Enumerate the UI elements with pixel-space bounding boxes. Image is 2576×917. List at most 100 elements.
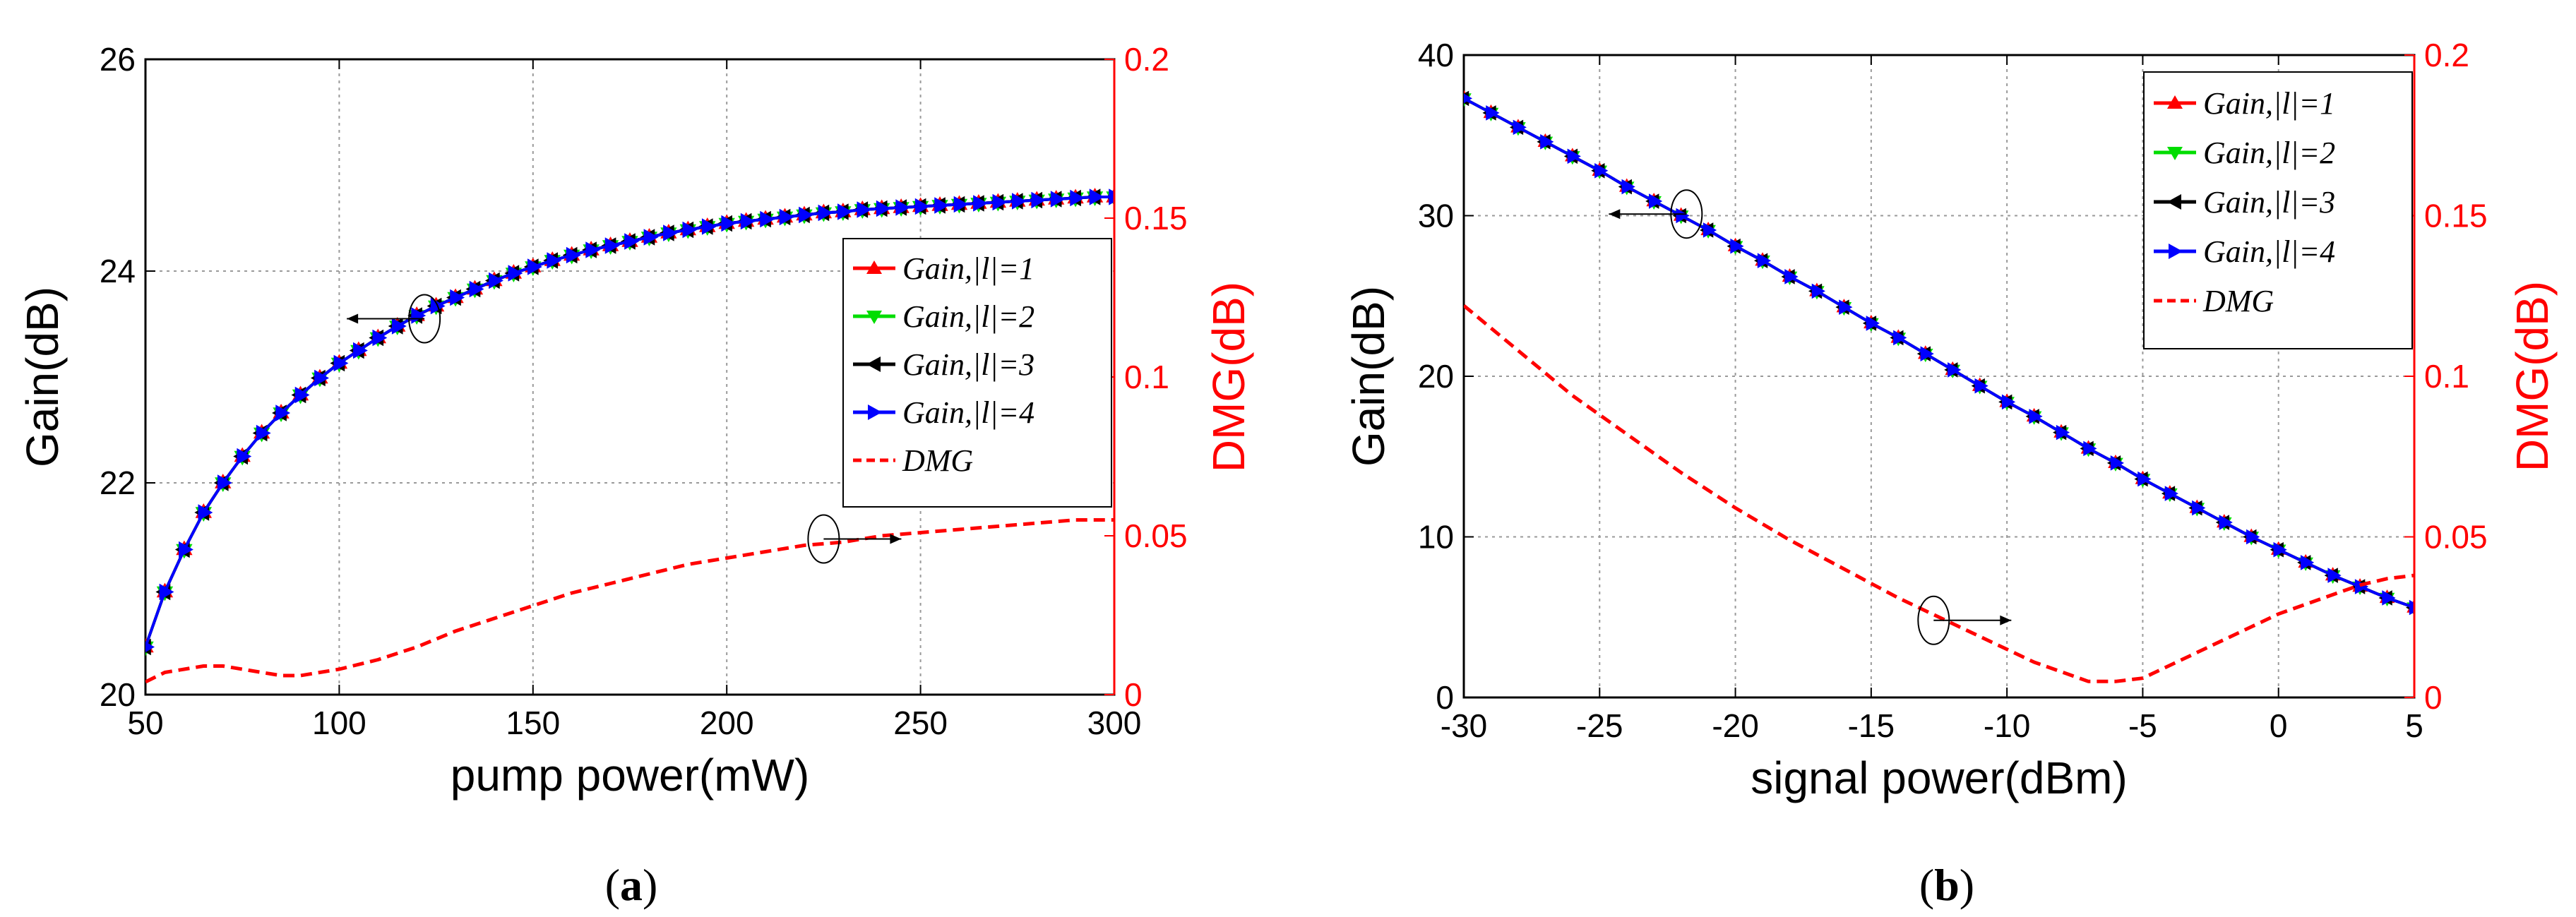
- chart-b-xtick-label-0: -30: [1441, 707, 1487, 744]
- chart-a-series-4-point: [914, 198, 930, 215]
- chart-b-series-4-point: [2110, 455, 2124, 471]
- chart-a-series-4-point: [527, 258, 542, 275]
- chart-b-series-4-point: [1730, 238, 1744, 254]
- chart-b-series-4-point: [2192, 500, 2206, 516]
- chart-a-series-4-point: [857, 201, 872, 218]
- chart-a-series-4-point: [779, 208, 794, 226]
- chart-a-series-4-point: [508, 265, 523, 282]
- chart-a-legend-entry-4: Gain,|l|=4: [853, 395, 1034, 430]
- chart-a-series-4-point: [953, 196, 969, 213]
- chart-a-legend-box: [842, 238, 1112, 508]
- chart-a-legend-label-2: Gain,|l|=2: [902, 299, 1034, 334]
- chart-b-series-4-point: [1757, 253, 1772, 268]
- chart-b-series-4-point: [1676, 208, 1690, 224]
- chart-b-legend-label-3: Gain,|l|=3: [2203, 185, 2335, 220]
- chart-b-series-4-point: [1621, 179, 1635, 195]
- chart-b-legend-marker-3: [2167, 194, 2181, 210]
- chart-a-series-4-point: [740, 212, 756, 230]
- chart-a-series-4-point: [1031, 191, 1046, 209]
- chart-a-ytick-right-label-1: 0.05: [1124, 517, 1188, 554]
- chart-b-annotation-1-arrow-icon: [1609, 209, 1621, 220]
- chart-b-annotations: [1609, 189, 2012, 645]
- chart-b-ytick-left-label-3: 30: [1418, 198, 1454, 234]
- chart-b-series-4-point: [2300, 555, 2315, 570]
- chart-a-xtick-label-4: 250: [893, 705, 948, 741]
- chart-a-ytick-left-label-2: 24: [100, 253, 136, 289]
- chart-b-xtick-label-3: -15: [1848, 707, 1895, 744]
- chart-a-series-4-point: [469, 280, 484, 298]
- chart-b-ytick-right-label-1: 0.05: [2424, 519, 2488, 556]
- chart-a-series-4-point: [237, 448, 252, 465]
- chart-a-series-4-point: [604, 237, 620, 254]
- chart-a-legend-entry-3: Gain,|l|=3: [853, 347, 1034, 382]
- chart-a-series-4-point: [179, 541, 193, 558]
- chart-a-series-4-point: [566, 246, 581, 264]
- chart-a-series-4-point: [895, 199, 911, 216]
- chart-a-caption: (a): [605, 860, 658, 910]
- chart-b-ytick-right-label-4: 0.2: [2424, 37, 2469, 73]
- chart-a-xtick-label-1: 100: [312, 705, 366, 741]
- chart-b-legend-label-2: Gain,|l|=2: [2203, 136, 2335, 170]
- chart-a-legend-marker-4: [868, 404, 882, 420]
- chart-b-series-4-point: [2029, 409, 2043, 424]
- chart-b-series-5-line: [1464, 304, 2414, 683]
- chart-a-annotation-1-arrow-icon: [347, 313, 359, 324]
- chart-b-legend-label-5: DMG: [2202, 284, 2274, 318]
- chart-b-ytick-left-label-4: 40: [1418, 37, 1454, 73]
- chart-b-caption-close: ): [1960, 860, 1974, 910]
- chart-a-series-4-point: [391, 318, 407, 335]
- chart-a-caption-close: ): [643, 860, 657, 910]
- chart-b-series-4-point: [1920, 346, 1934, 361]
- chart-b-ylabel-left: Gain(dB): [1343, 286, 1394, 467]
- chart-a-ytick-right-label-2: 0.1: [1124, 359, 1169, 395]
- chart-b-xtick-label-5: -5: [2128, 707, 2157, 744]
- chart-a-legend: Gain,|l|=1 Gain,|l|=2 Gain,|l|=3 Gain,|l…: [842, 238, 1112, 508]
- chart-b-series-4-point: [2382, 590, 2396, 606]
- chart-a-xtick-label-3: 200: [700, 705, 754, 741]
- chart-a-series-4-point: [1089, 188, 1104, 205]
- chart-a-legend-entry-2: Gain,|l|=2: [853, 299, 1034, 334]
- chart-a-series-4-point: [411, 307, 427, 324]
- chart-a-series-4-point: [275, 404, 291, 421]
- chart-a-legend-label-5: DMG: [902, 443, 973, 478]
- chart-a-series-4-point: [353, 342, 368, 359]
- chart-b-ytick-right-label-3: 0.15: [2424, 198, 2488, 234]
- chart-a-legend-entry-5: DMG: [853, 443, 973, 478]
- chart-a-series-4-point: [643, 229, 659, 246]
- chart-b-series-4-point: [1540, 134, 1554, 150]
- chart-b-xtick-label-6: 0: [2270, 707, 2288, 744]
- chart-b-series-4-point: [2273, 541, 2287, 558]
- chart-b-series-4-point: [1866, 316, 1880, 331]
- chart-a-ytick-right-label-4: 0.2: [1124, 41, 1169, 78]
- chart-b-series-4-point: [1974, 378, 1988, 394]
- chart-a-series-4-point: [217, 474, 232, 491]
- chart-a-legend-label-3: Gain,|l|=3: [902, 347, 1034, 382]
- chart-a-series-4-point: [145, 642, 155, 652]
- chart-a-series-4-point: [934, 197, 950, 214]
- chart-b-series-4-point: [2164, 486, 2178, 501]
- chart-b-series-4-point: [1649, 193, 1663, 209]
- chart-a-xtick-label-2: 150: [506, 705, 560, 741]
- chart-a-legend-marker-1: [866, 260, 882, 274]
- chart-b-ytick-left-label-0: 0: [1436, 679, 1454, 716]
- chart-a-series-4-point: [314, 369, 329, 387]
- chart-a-series-4-point: [198, 504, 213, 521]
- chart-b-ytick-right-label-0: 0: [2424, 679, 2443, 716]
- chart-b-ticks: -30 -25 -20 -15 -10 -5 0 501020304000.050.10.15…: [1418, 37, 2488, 744]
- chart-a-legend-entry-1: Gain,|l|=1: [853, 251, 1034, 286]
- chart-a-series-4-point: [973, 195, 988, 212]
- chart-b-ytick-left-label-2: 20: [1418, 358, 1454, 395]
- chart-b-legend-entry-3: Gain,|l|=3: [2154, 185, 2335, 220]
- chart-b-series-4-point: [2219, 515, 2233, 530]
- chart-b-legend-marker-2: [2167, 147, 2183, 160]
- chart-a-series-4-point: [876, 200, 891, 217]
- chart-b-series-4-point: [2137, 471, 2152, 487]
- chart-b-ylabel-right: DMG(dB): [2507, 281, 2558, 472]
- chart-a-xtick-label-5: 300: [1087, 705, 1142, 741]
- chart-b-legend-entry-2: Gain,|l|=2: [2154, 136, 2335, 170]
- chart-a-series-4-point: [450, 289, 465, 306]
- chart-b-legend-label-4: Gain,|l|=4: [2203, 234, 2335, 269]
- chart-b-series-4-point: [1594, 163, 1609, 179]
- chart-b-series-4-point: [1464, 93, 1472, 104]
